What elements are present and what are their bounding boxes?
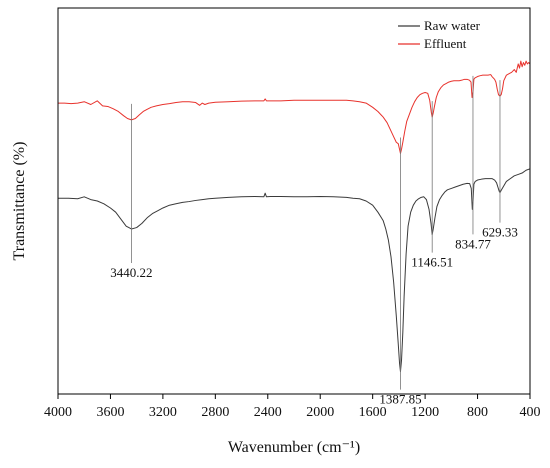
peak-label-3: 834.77 (455, 236, 491, 251)
x-tick-label-9: 400 (520, 405, 541, 420)
x-tick-label-0: 4000 (44, 405, 72, 420)
x-tick-label-2: 3200 (149, 405, 177, 420)
plot-frame (57, 7, 531, 395)
x-axis-ticks: 4000 3600 3200 2800 2400 2000 1600 1200 800 400 (44, 394, 541, 420)
y-axis-title: Transmittance (%) (11, 142, 28, 261)
x-tick-label-7: 1200 (411, 405, 439, 420)
legend-label-0: Raw water (424, 18, 481, 33)
x-tick-label-5: 2000 (306, 405, 334, 420)
x-tick-label-1: 3600 (96, 405, 124, 420)
x-tick-label-3: 2800 (201, 405, 229, 420)
x-axis-title: Wavenumber (cm⁻¹) (228, 439, 360, 456)
x-tick-label-6: 1600 (359, 405, 387, 420)
legend: Raw water Effluent (398, 18, 481, 51)
peak-label-1: 1387.85 (379, 392, 421, 407)
peak-label-0: 3440.22 (110, 265, 152, 280)
peak-label-2: 1146.51 (411, 255, 453, 270)
x-tick-label-8: 800 (467, 405, 488, 420)
peak-label-4: 629.33 (482, 225, 518, 240)
series-line-1 (58, 60, 531, 154)
x-tick-label-4: 2400 (254, 405, 282, 420)
series-lines (58, 60, 531, 373)
legend-label-1: Effluent (424, 36, 467, 51)
peak-marker-lines (131, 75, 501, 390)
